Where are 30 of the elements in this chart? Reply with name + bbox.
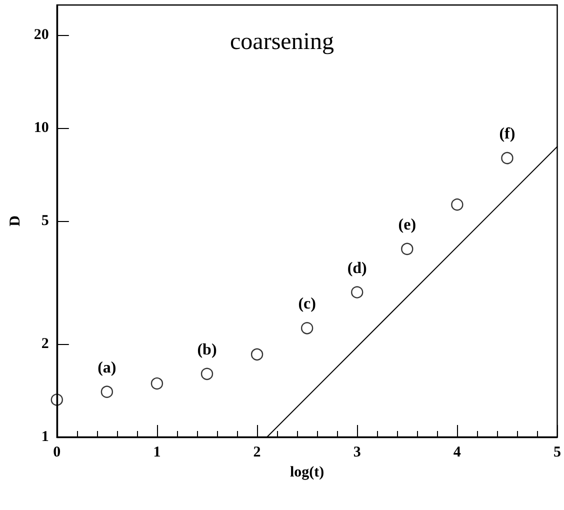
annotation: (b): [197, 341, 217, 358]
point: [50, 394, 63, 406]
y-tick-label: 1: [41, 429, 49, 445]
point: [100, 386, 114, 398]
point: [401, 242, 414, 256]
point: [300, 322, 314, 334]
point: [351, 286, 364, 298]
point: [200, 368, 214, 380]
x-tick-label: 4: [453, 444, 462, 460]
annotation: (f): [499, 126, 516, 143]
y-tick-label: 2: [41, 336, 49, 352]
annotation: (d): [347, 260, 367, 277]
annotation: coarsening: [230, 29, 334, 55]
annotation: (a): [98, 359, 116, 376]
annotation: (c): [298, 296, 316, 313]
x-tick-label: 5: [554, 444, 561, 460]
x-tick-label: 2: [253, 444, 261, 460]
y-tick-label: 20: [34, 26, 49, 43]
x-tick-label: 0: [53, 444, 61, 460]
x-tick-label: 1: [153, 444, 161, 460]
annotation: (e): [398, 216, 416, 234]
point: [250, 348, 264, 361]
y-tick-label: 5: [41, 213, 49, 229]
y-axis-title: D: [8, 215, 24, 226]
y-tick-label: 10: [34, 120, 49, 136]
x-axis-title: log(t): [290, 464, 324, 480]
x-tick-label: 3: [353, 444, 361, 460]
point: [150, 377, 164, 390]
point: [451, 198, 464, 211]
point: [501, 152, 514, 164]
